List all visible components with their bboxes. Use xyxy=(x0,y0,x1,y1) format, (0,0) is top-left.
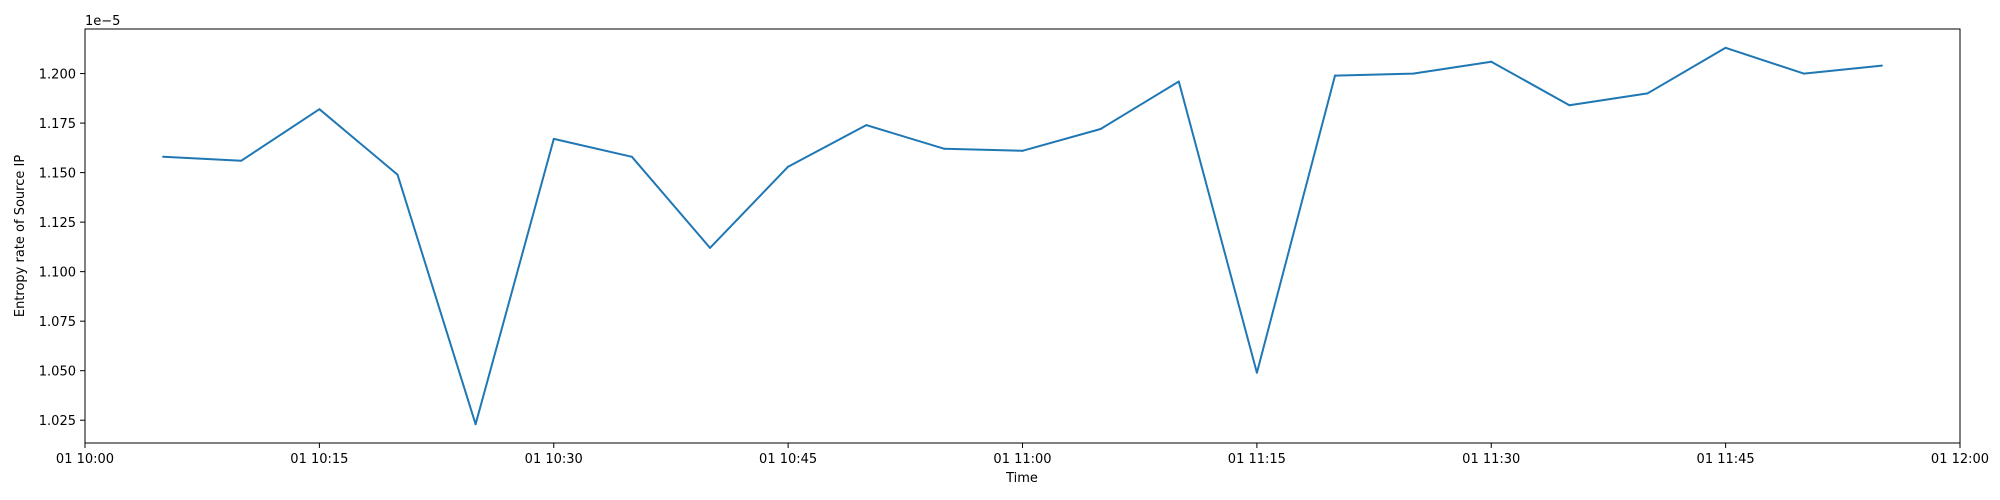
x-tick-label: 01 10:15 xyxy=(290,452,348,467)
data-point xyxy=(1177,80,1180,83)
series-line xyxy=(163,46,1883,426)
data-point xyxy=(1568,104,1571,107)
x-tick-label: 01 12:00 xyxy=(1931,452,1989,467)
data-point xyxy=(1255,371,1258,374)
y-tick-label: 1.200 xyxy=(39,68,76,83)
y-tick-label: 1.175 xyxy=(39,117,76,132)
y-tick-label: 1.050 xyxy=(39,365,76,380)
x-tick-label: 01 11:45 xyxy=(1697,452,1755,467)
data-point xyxy=(1099,128,1102,131)
data-point xyxy=(1802,72,1805,75)
data-point xyxy=(630,155,633,158)
data-point xyxy=(1334,74,1336,77)
data-point xyxy=(162,155,165,158)
data-point xyxy=(1490,60,1493,63)
axes-frame xyxy=(84,28,1961,444)
data-point xyxy=(1021,149,1024,152)
data-point xyxy=(1412,72,1415,75)
x-tick-label: 01 11:30 xyxy=(1462,452,1520,467)
x-tick-label: 01 10:45 xyxy=(759,452,817,467)
data-point xyxy=(865,124,868,127)
data-point xyxy=(552,137,555,140)
data-point xyxy=(1646,92,1649,95)
y-tick-label: 1.150 xyxy=(39,167,76,182)
data-point xyxy=(787,165,790,168)
data-point xyxy=(240,159,243,162)
x-tick-label: 01 10:00 xyxy=(56,452,114,467)
x-axis: 01 10:00 01 10:15 01 10:30 01 10:45 01 11:00… xyxy=(56,443,1989,467)
plot-area xyxy=(162,46,1883,426)
x-tick-label: 01 11:15 xyxy=(1228,452,1286,467)
y-tick-label: 1.100 xyxy=(39,266,76,281)
y-axis-label: Entropy rate of Source IP xyxy=(13,155,28,317)
data-point xyxy=(1724,46,1727,49)
data-point xyxy=(1880,64,1883,67)
data-point xyxy=(709,246,711,249)
data-point xyxy=(396,173,399,176)
y-offset-label: 1e−5 xyxy=(85,14,120,29)
y-axis: 1.025 1.050 1.075 1.100 1.125 1.150 1.175 1.200 xyxy=(39,68,85,429)
y-tick-label: 1.075 xyxy=(39,315,76,330)
data-point xyxy=(318,108,321,111)
x-axis-label: Time xyxy=(1005,471,1038,486)
x-tick-label: 01 11:00 xyxy=(993,452,1051,467)
y-tick-label: 1.025 xyxy=(39,414,76,429)
data-point xyxy=(943,147,946,150)
x-tick-label: 01 10:30 xyxy=(525,452,583,467)
data-point xyxy=(474,423,477,426)
y-tick-label: 1.125 xyxy=(39,216,76,231)
